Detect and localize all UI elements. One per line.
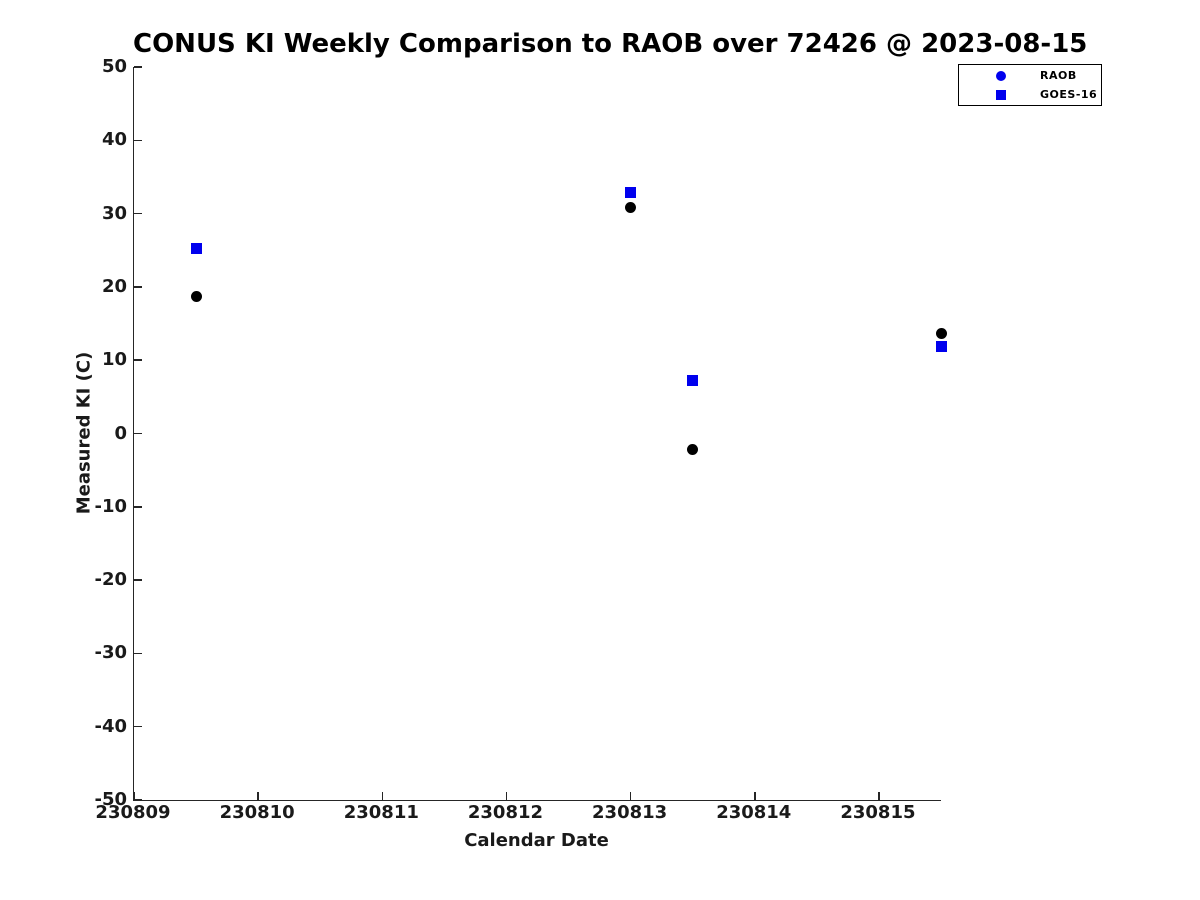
x-tick-label: 230811: [343, 802, 419, 823]
y-axis-tick: [134, 139, 142, 142]
y-axis-tick: [134, 506, 142, 508]
x-axis-tick: [257, 792, 259, 800]
data-point-goes-16: [935, 340, 947, 352]
y-tick-label: -20: [94, 569, 127, 591]
y-axis-tick: [134, 652, 142, 655]
data-point-raob: [625, 201, 637, 213]
legend-item-goes-16: GOES-16: [959, 86, 1101, 103]
x-axis-tick: [878, 792, 880, 800]
y-tick-label: 20: [101, 275, 127, 297]
x-axis-tick: [133, 792, 135, 800]
x-tick-label: 230815: [840, 802, 916, 823]
x-axis-tick: [629, 792, 632, 800]
plot-area: [133, 66, 947, 801]
legend-label: RAOB: [1040, 69, 1077, 82]
y-axis-tick: [134, 579, 142, 581]
x-axis-tick: [505, 792, 508, 800]
y-axis-tick: [134, 66, 142, 68]
y-axis-tick: [134, 212, 142, 215]
legend-circle-marker-icon: [996, 70, 1006, 81]
y-tick-label: 0: [114, 422, 127, 444]
x-axis-tick: [754, 792, 756, 800]
y-tick-label: 50: [101, 56, 127, 77]
x-tick-label: 230814: [716, 802, 792, 823]
y-axis-tick: [134, 286, 142, 288]
y-tick-label: 30: [101, 202, 127, 224]
y-axis-tick: [134, 725, 142, 728]
x-tick-label: 230813: [592, 802, 668, 823]
legend-item-raob: RAOB: [959, 67, 1101, 84]
y-axis-tick: [134, 359, 142, 361]
y-tick-label: -40: [94, 715, 127, 737]
data-point-goes-16: [687, 375, 699, 387]
x-tick-label: 230810: [219, 802, 295, 823]
data-point-goes-16: [625, 186, 637, 198]
x-tick-label: 230812: [467, 802, 544, 823]
x-axis-tick: [381, 792, 384, 800]
y-tick-label: 40: [101, 129, 127, 151]
y-tick-label: -10: [94, 495, 127, 517]
x-axis-label: Calendar Date: [464, 830, 609, 851]
y-tick-label: -50: [94, 789, 127, 810]
legend-label: GOES-16: [1040, 88, 1098, 101]
data-point-raob: [935, 328, 947, 340]
data-point-raob: [190, 290, 202, 302]
legend: RAOB GOES-16: [958, 64, 1102, 106]
y-axis-tick: [134, 799, 142, 801]
x-tick-label: 230809: [95, 802, 171, 823]
data-point-raob: [687, 444, 699, 456]
y-axis-tick: [134, 432, 142, 435]
y-tick-label: -30: [94, 642, 127, 664]
chart-title: CONUS KI Weekly Comparison to RAOB over …: [133, 29, 1088, 59]
data-point-goes-16: [190, 243, 202, 255]
legend-square-marker-icon: [996, 89, 1006, 100]
y-tick-label: 10: [101, 349, 127, 371]
